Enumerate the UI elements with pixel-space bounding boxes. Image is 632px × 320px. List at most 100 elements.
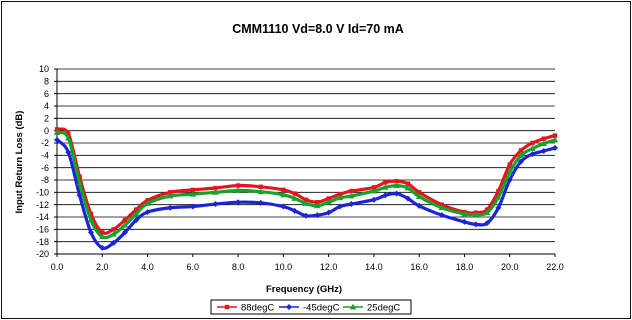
data-point [87,229,94,236]
series-layer [53,127,559,251]
data-point [370,187,378,194]
data-point [167,190,173,195]
data-point [234,187,242,193]
series-line [55,138,556,250]
y-axis-ticks: 10 8 6 4 2 0 -2 -4 -6 -8 -10 -12 -14 -16 -18 -20 [36,64,57,259]
data-point [189,203,196,210]
data-point [144,209,151,216]
y-axis-title: Input Return Loss (dB) [14,111,25,214]
series--45degC [54,136,558,251]
data-point [552,133,558,138]
data-point [518,158,525,165]
data-point [393,190,400,197]
data-point [349,188,354,194]
data-point [517,152,525,158]
data-point [382,192,389,199]
data-point [302,200,310,206]
x-tick-label: 16.0 [410,262,428,272]
y-tick-label: -16 [36,225,49,235]
data-point [404,195,411,202]
y-tick-label: -20 [36,249,49,259]
data-point [325,209,332,216]
data-point [461,218,468,225]
data-point [551,136,559,143]
y-tick-label: 4 [44,101,49,111]
data-point [134,207,139,212]
data-point [484,220,491,227]
series-line [56,130,556,240]
data-point [291,195,298,201]
data-point [280,203,287,210]
data-point [121,229,128,236]
data-point [88,211,94,217]
data-point [315,200,320,205]
legend-item-88degC: 88degC [217,303,274,314]
x-tick-label: 14.0 [365,262,383,272]
chart-title: CMM1110 Vd=8.0 V Id=70 mA [232,22,404,36]
x-tick-label: 18.0 [456,262,474,272]
data-point [87,216,95,223]
data-point [303,212,309,219]
data-point [371,185,377,190]
legend-label: 88degC [241,303,274,314]
data-point [99,244,106,251]
data-point [415,193,423,200]
data-point [303,197,309,202]
data-point [257,199,264,206]
data-point [212,201,219,208]
x-tick-label: 0.0 [51,262,64,272]
y-tick-label: 2 [44,114,49,124]
y-tick-label: -8 [41,175,49,185]
y-tick-label: -10 [36,188,49,198]
data-point [405,181,411,186]
data-point [336,203,343,210]
data-point [280,191,287,198]
data-point [382,184,389,190]
data-point [483,209,491,216]
data-point [66,131,71,136]
data-point [325,199,332,205]
x-axis-ticks: 0.0 2.0 4.0 6.0 8.0 10.0 12.0 14.0 16.0 18.0 20.0 2… [51,254,564,272]
x-tick-label: 4.0 [141,262,154,272]
legend-item--45degC: -45degC [279,303,340,314]
x-tick-label: 20.0 [501,262,519,272]
data-point [99,233,106,240]
legend: 88degC -45degC 25degC [210,299,412,315]
data-point [552,144,558,151]
data-point [110,239,117,246]
data-point [530,140,535,146]
legend-box [210,299,412,315]
data-point [438,212,445,219]
y-tick-label: 0 [44,126,49,136]
x-tick-label: 10.0 [275,262,293,272]
data-point [461,210,468,217]
data-point [53,129,61,135]
data-point [416,190,422,195]
plot-area [56,69,555,255]
y-tick-label: -4 [41,151,49,161]
data-point [336,194,344,201]
data-point [133,217,140,224]
data-point [348,201,355,208]
data-point [348,192,355,199]
y-tick-label: -14 [36,212,49,222]
data-point [383,180,388,185]
data-point [258,184,263,189]
data-point [416,202,423,209]
y-tick-label: -2 [41,138,49,148]
y-tick-label: 8 [44,77,49,87]
data-point [235,199,242,206]
data-point [212,189,219,195]
data-point [529,145,536,151]
data-point [472,221,479,228]
legend-item-25degC: 25degC [343,303,400,314]
data-point [529,151,536,158]
x-axis-title: Frequency (GHz) [266,284,342,295]
data-point [393,182,400,188]
data-point [281,187,286,193]
y-tick-label: 10 [39,64,49,74]
x-tick-label: 8.0 [232,262,245,272]
data-point [404,184,412,191]
